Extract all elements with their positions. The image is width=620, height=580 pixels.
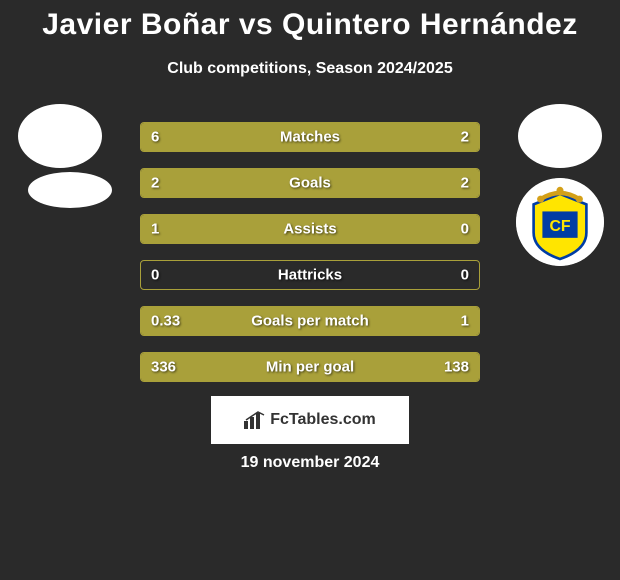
stat-right-value: 2 [461, 175, 469, 192]
stat-left-value: 6 [151, 129, 159, 146]
stat-left-value: 0 [151, 267, 159, 284]
stat-row: 336 Min per goal 138 [140, 352, 480, 382]
footer-brand-text: FcTables.com [270, 411, 376, 429]
stat-right-value: 1 [461, 313, 469, 330]
right-nation-badge: CF [516, 178, 604, 266]
stat-label: Hattricks [278, 267, 342, 284]
stat-right-fill [310, 169, 479, 197]
stat-left-fill [141, 169, 310, 197]
page-date: 19 november 2024 [241, 454, 380, 472]
stat-row: 2 Goals 2 [140, 168, 480, 198]
stat-left-value: 1 [151, 221, 159, 238]
stat-row: 0 Hattricks 0 [140, 260, 480, 290]
svg-text:CF: CF [549, 218, 570, 235]
stat-label: Assists [283, 221, 336, 238]
stat-left-fill [141, 123, 395, 151]
page-title: Javier Boñar vs Quintero Hernández [0, 0, 620, 42]
stat-right-value: 0 [461, 221, 469, 238]
footer-brand-box[interactable]: FcTables.com [211, 396, 409, 444]
stat-label: Goals per match [251, 313, 369, 330]
stat-label: Matches [280, 129, 340, 146]
stat-right-value: 2 [461, 129, 469, 146]
stat-label: Min per goal [266, 359, 354, 376]
stats-container: 6 Matches 2 2 Goals 2 1 Assists 0 0 Hatt… [140, 122, 480, 398]
villarreal-crest-icon: CF [516, 178, 604, 266]
stat-left-value: 0.33 [151, 313, 180, 330]
stat-label: Goals [289, 175, 331, 192]
stat-row: 1 Assists 0 [140, 214, 480, 244]
right-club-badge [518, 104, 602, 168]
stat-right-value: 0 [461, 267, 469, 284]
bars-icon [244, 411, 266, 429]
stat-row: 0.33 Goals per match 1 [140, 306, 480, 336]
left-nation-badge [28, 172, 112, 208]
stat-left-value: 2 [151, 175, 159, 192]
stat-row: 6 Matches 2 [140, 122, 480, 152]
fctables-logo: FcTables.com [244, 411, 376, 429]
stat-left-value: 336 [151, 359, 176, 376]
left-club-badge [18, 104, 102, 168]
stat-right-value: 138 [444, 359, 469, 376]
page-subtitle: Club competitions, Season 2024/2025 [0, 60, 620, 78]
